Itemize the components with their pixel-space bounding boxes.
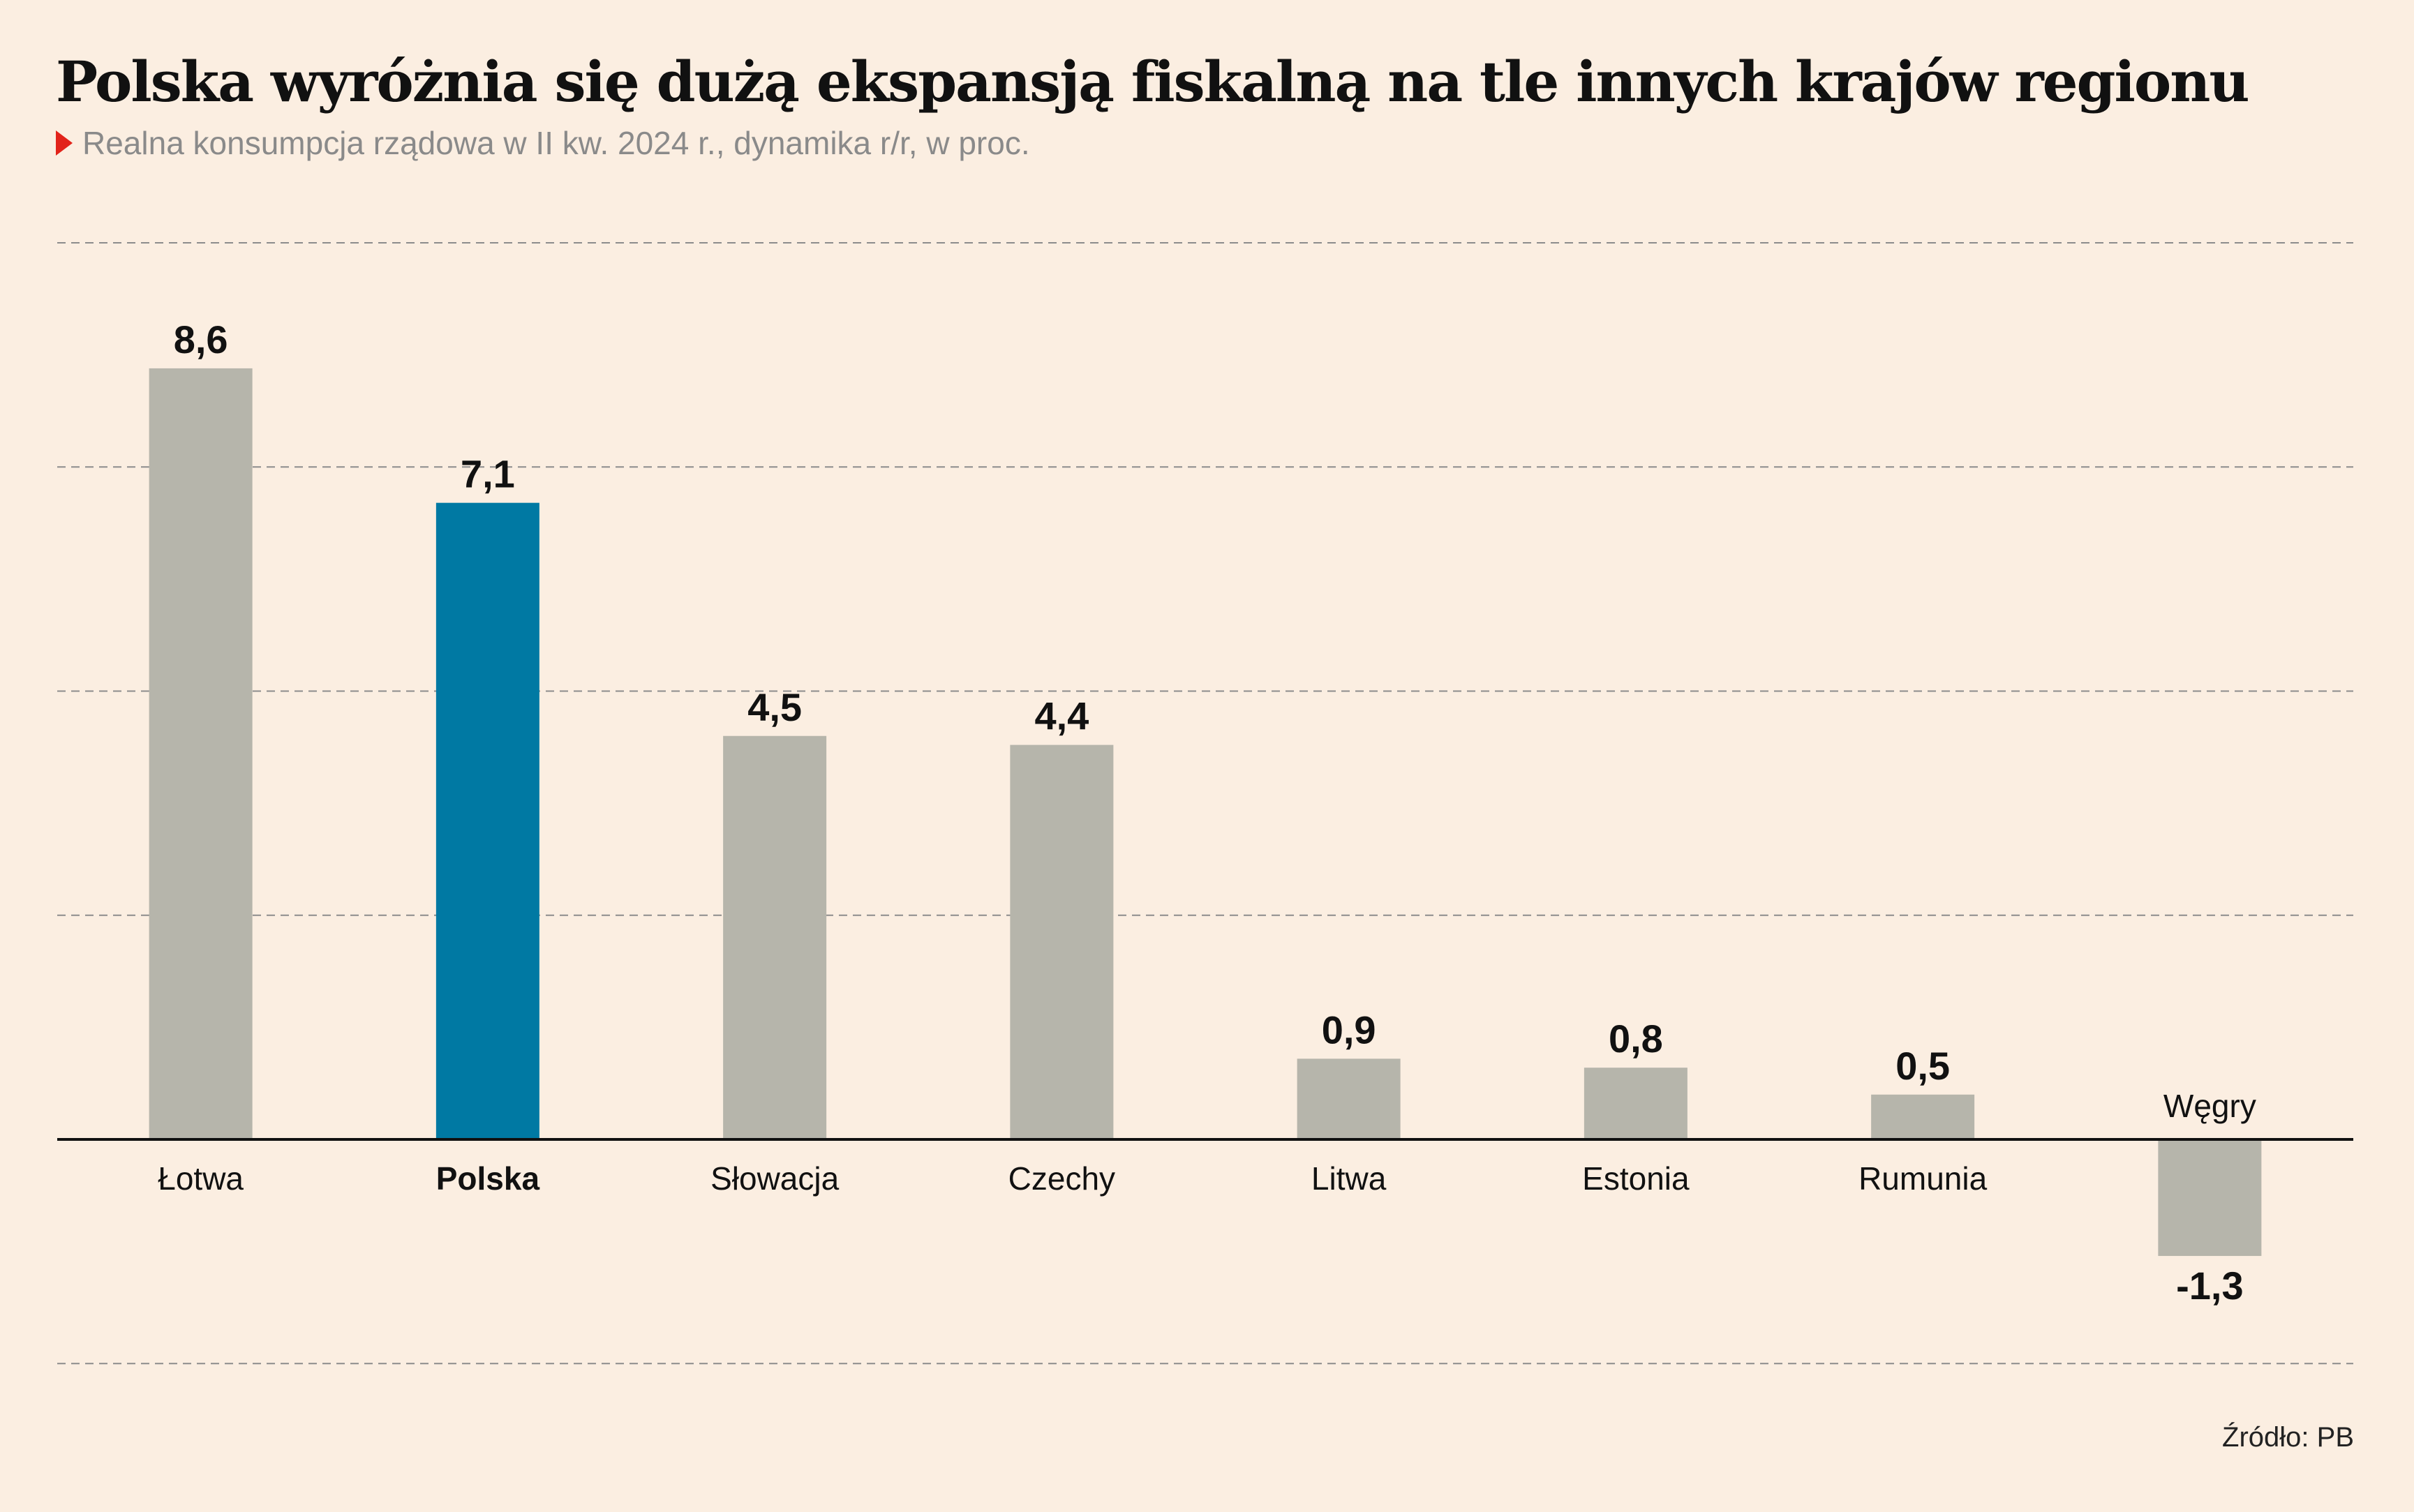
bar-3 bbox=[723, 735, 827, 1139]
bar-5 bbox=[1297, 1058, 1401, 1139]
bar-6 bbox=[1584, 1068, 1687, 1139]
subtitle-text: Realna konsumpcja rządowa w II kw. 2024 … bbox=[82, 125, 1030, 161]
bar-2 bbox=[435, 502, 539, 1139]
value-label-4: 4,4 bbox=[1034, 694, 1089, 738]
bar-8 bbox=[2158, 1139, 2262, 1257]
value-label-8: -1,3 bbox=[2176, 1264, 2244, 1308]
chart-title: Polska wyróżnia się dużą ekspansją fiska… bbox=[56, 49, 2250, 114]
category-label-8: Węgry bbox=[2163, 1088, 2256, 1124]
category-label-7: Rumunia bbox=[1858, 1160, 1988, 1197]
value-label-3: 4,5 bbox=[747, 685, 802, 729]
red-triangle-icon bbox=[56, 130, 73, 156]
category-label-1: Łotwa bbox=[158, 1160, 244, 1197]
bar-1 bbox=[149, 368, 253, 1139]
value-label-1: 8,6 bbox=[174, 317, 228, 361]
value-label-7: 0,5 bbox=[1895, 1044, 1950, 1088]
value-label-5: 0,9 bbox=[1322, 1008, 1376, 1051]
category-label-3: Słowacja bbox=[710, 1160, 840, 1197]
value-label-6: 0,8 bbox=[1609, 1017, 1663, 1061]
bar-7 bbox=[1871, 1094, 1975, 1139]
bar-4 bbox=[1010, 744, 1114, 1139]
chart-subtitle: Realna konsumpcja rządowa w II kw. 2024 … bbox=[56, 124, 1030, 162]
category-label-5: Litwa bbox=[1311, 1160, 1387, 1197]
category-label-2: Polska bbox=[436, 1160, 540, 1197]
category-label-4: Czechy bbox=[1008, 1160, 1115, 1197]
value-label-2: 7,1 bbox=[461, 452, 515, 496]
source-note: Źródło: PB bbox=[2222, 1422, 2354, 1453]
category-label-6: Estonia bbox=[1582, 1160, 1690, 1197]
